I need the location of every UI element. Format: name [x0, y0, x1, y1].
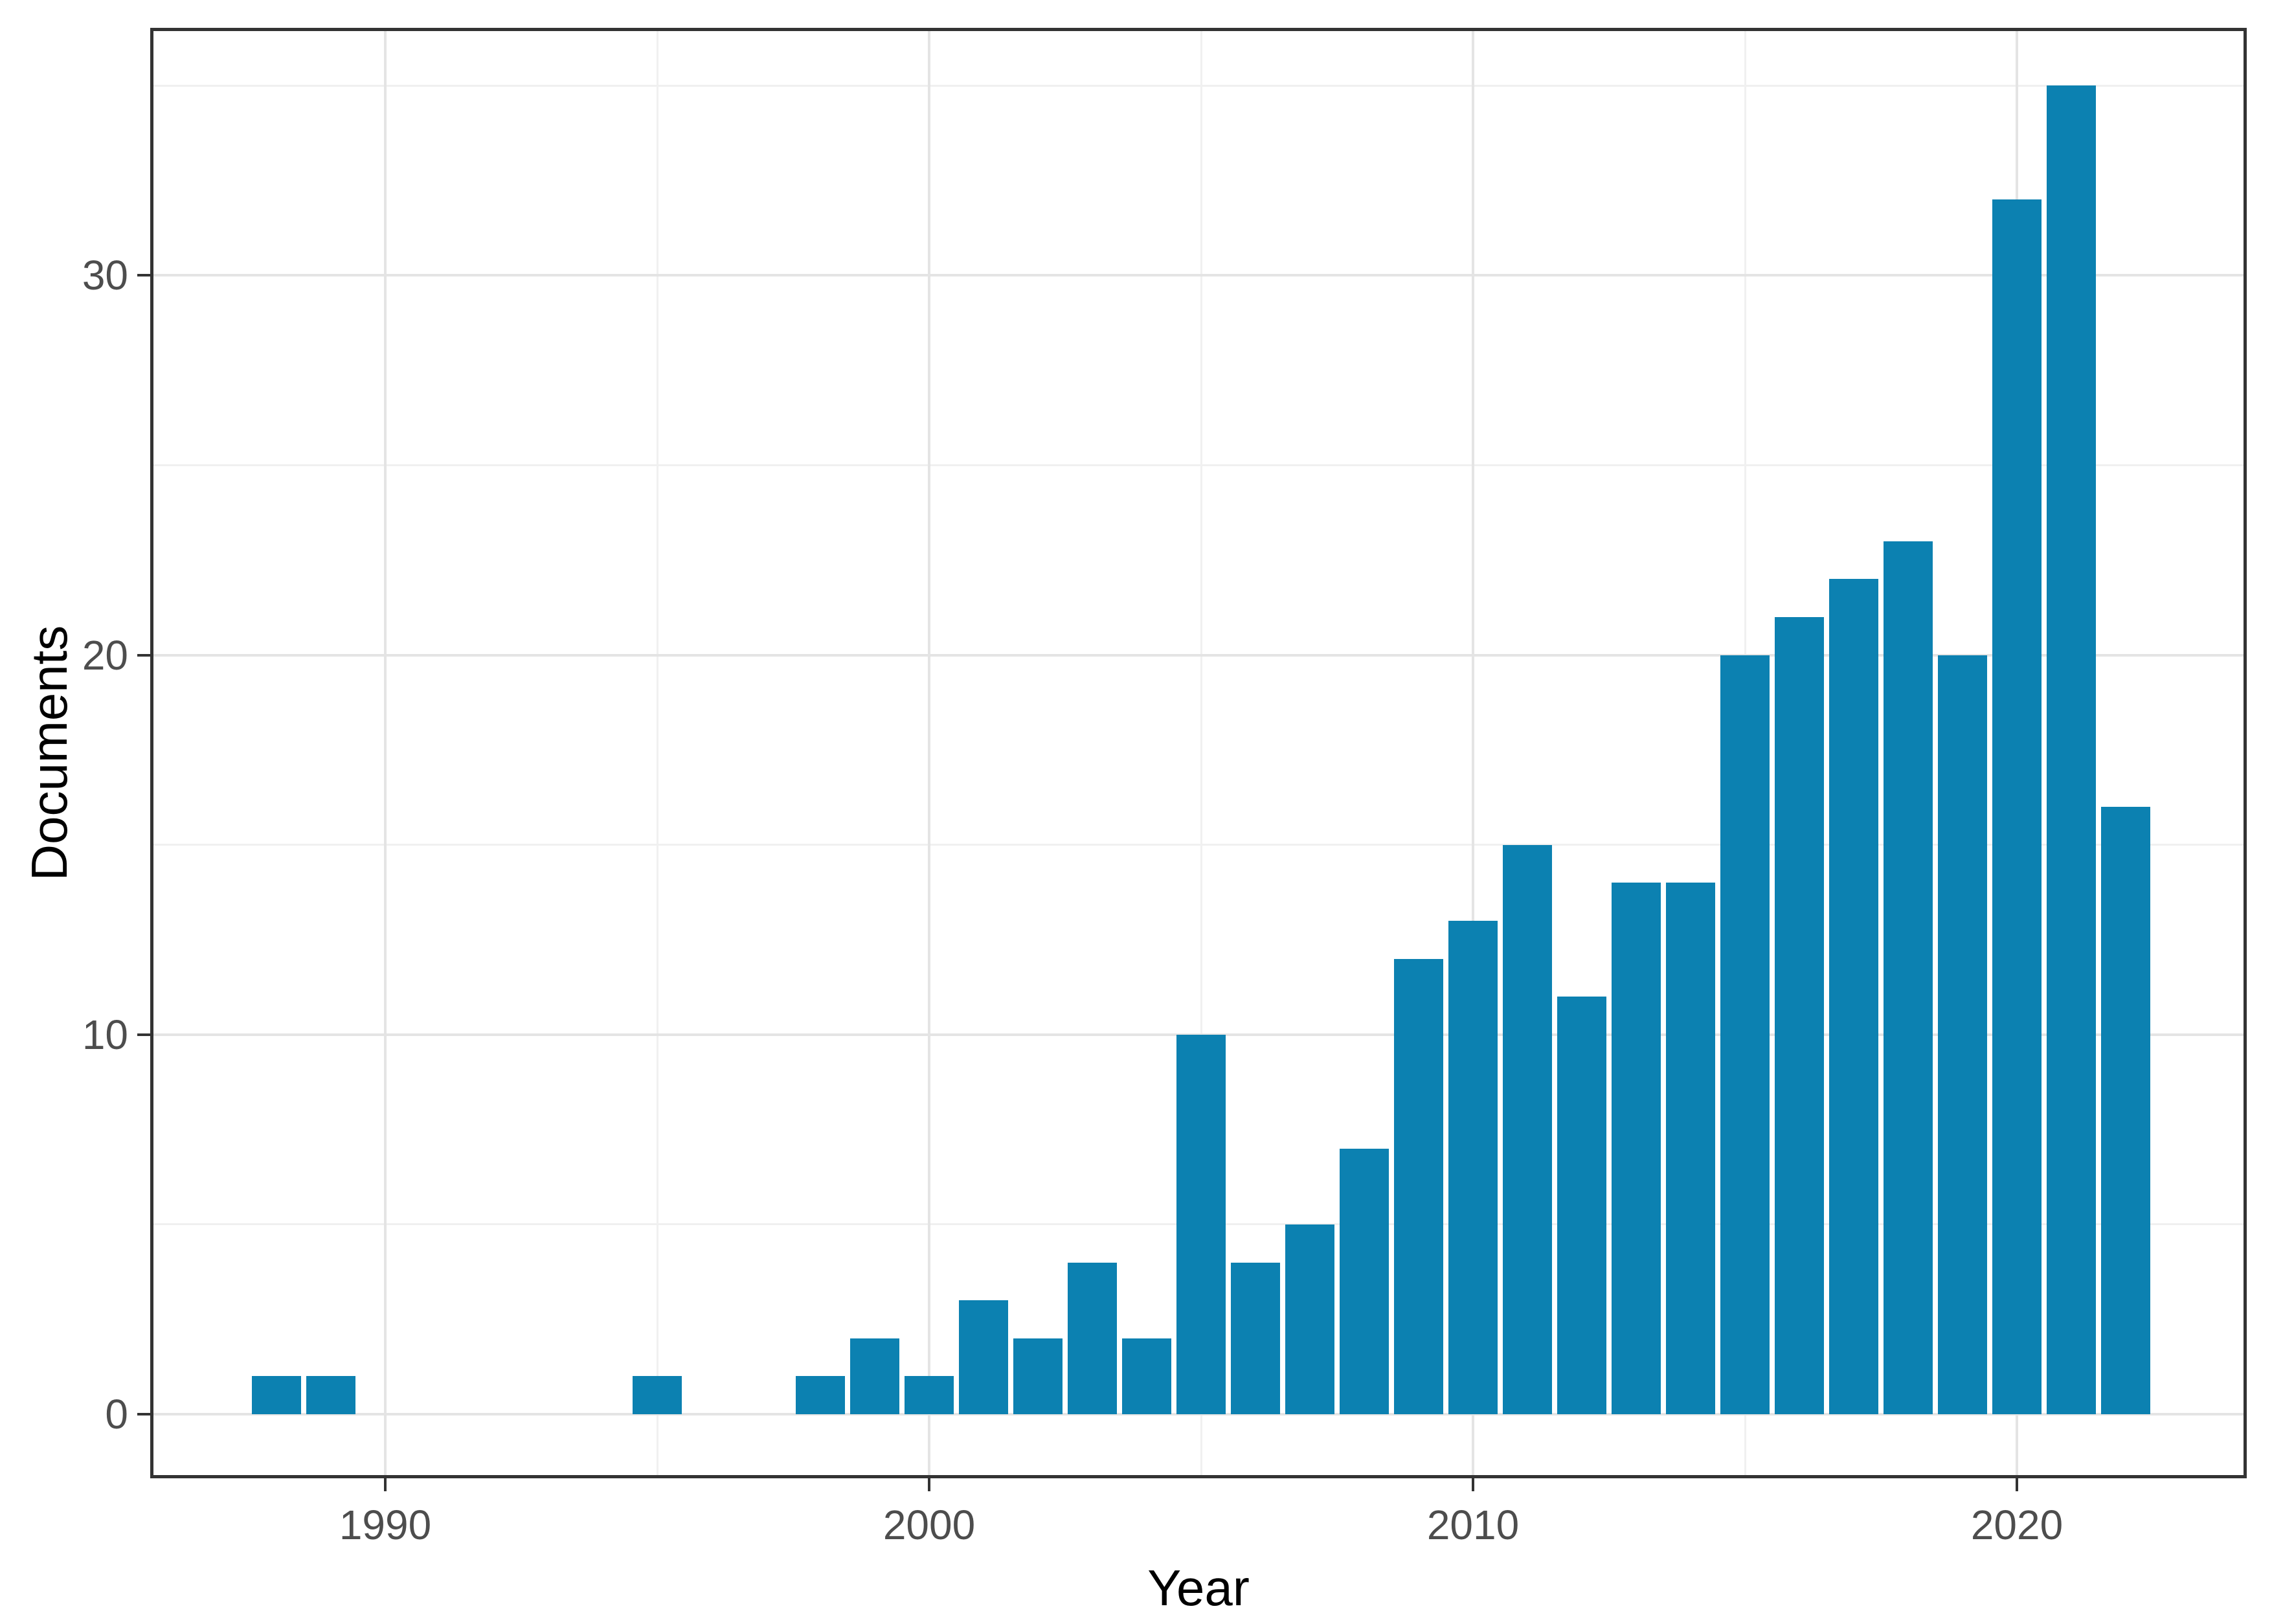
h-gridline-major — [150, 274, 2247, 277]
bar-2013 — [1612, 883, 1661, 1414]
bar-2020 — [1992, 199, 2041, 1414]
bar-2019 — [1938, 655, 1987, 1414]
bar-2016 — [1775, 616, 1824, 1414]
x-tick — [2016, 1478, 2018, 1491]
bar-2006 — [1231, 1262, 1280, 1414]
bar-1988 — [252, 1376, 301, 1414]
bar-2008 — [1340, 1148, 1389, 1414]
bar-2011 — [1503, 844, 1552, 1414]
v-gridline-major — [384, 28, 387, 1478]
y-tick-label: 30 — [82, 252, 128, 299]
y-tick-label: 0 — [105, 1391, 128, 1438]
h-gridline-major — [150, 653, 2247, 657]
bar-2001 — [959, 1300, 1008, 1414]
bar-2017 — [1829, 579, 1878, 1414]
plot-panel — [150, 28, 2247, 1478]
bar-2010 — [1448, 920, 1498, 1414]
x-tick — [1472, 1478, 1474, 1491]
bar-2012 — [1557, 997, 1606, 1414]
bar-2007 — [1285, 1224, 1334, 1414]
bar-2021 — [2047, 85, 2096, 1414]
bar-2004 — [1122, 1338, 1171, 1414]
y-tick — [137, 274, 150, 277]
v-gridline-minor — [656, 28, 658, 1478]
x-axis-title: Year — [1147, 1559, 1250, 1616]
x-tick-label: 2000 — [883, 1502, 976, 1548]
bar-2009 — [1394, 958, 1443, 1414]
bar-2018 — [1884, 541, 1933, 1414]
x-tick-label: 1990 — [339, 1502, 432, 1548]
h-gridline-minor — [150, 464, 2247, 466]
h-gridline-minor — [150, 844, 2247, 846]
y-tick — [137, 1413, 150, 1415]
h-gridline-minor — [150, 84, 2247, 87]
bar-2022 — [2101, 807, 2150, 1414]
x-tick — [928, 1478, 930, 1491]
h-gridline-major — [150, 1413, 2247, 1415]
bar-2000 — [905, 1376, 954, 1414]
bar-2005 — [1176, 1034, 1226, 1414]
bar-1998 — [796, 1376, 845, 1414]
bar-2014 — [1666, 883, 1715, 1414]
bar-1989 — [306, 1376, 355, 1414]
y-tick-label: 10 — [82, 1011, 128, 1058]
bar-2003 — [1068, 1262, 1117, 1414]
bar-2002 — [1013, 1338, 1063, 1414]
y-tick-label: 20 — [82, 631, 128, 679]
x-tick — [384, 1478, 387, 1491]
bar-2015 — [1720, 655, 1770, 1414]
bar-1999 — [850, 1338, 899, 1414]
bar-1995 — [633, 1376, 682, 1414]
v-gridline-major — [928, 28, 930, 1478]
x-tick-label: 2010 — [1426, 1502, 1520, 1548]
v-gridline-major — [1472, 28, 1474, 1478]
x-tick-label: 2020 — [1970, 1502, 2064, 1548]
v-gridline-minor — [1200, 28, 1202, 1478]
y-tick — [137, 1033, 150, 1036]
y-tick — [137, 653, 150, 657]
